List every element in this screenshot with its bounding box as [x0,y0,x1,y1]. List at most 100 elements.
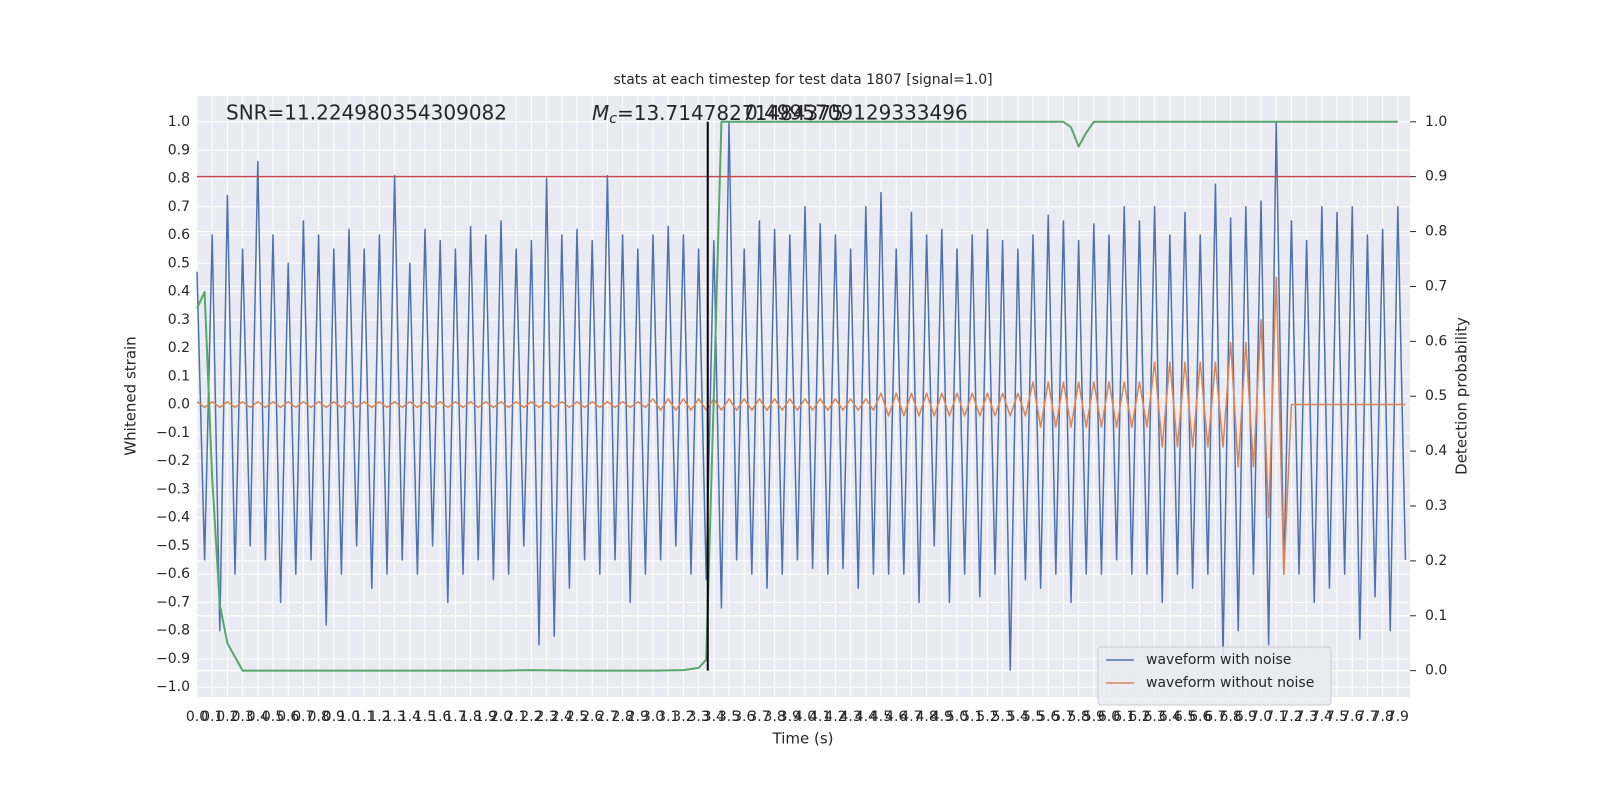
x-tick-label: 0.1 [201,709,223,725]
x-tick-label: 1.4 [399,709,421,725]
annotation-subscript: c [609,111,617,127]
x-tick-label: 5.0 [946,709,968,725]
x-tick-label: 6.5 [1174,709,1196,725]
y2-axis-label: Detection probability [1453,317,1471,475]
legend: waveform with noise waveform without nois… [1097,646,1332,706]
x-tick-label: 3.2 [672,709,694,725]
x-tick-label: 3.1 [657,709,679,725]
x-tick-label: 6.2 [1128,709,1150,725]
x-tick-label: 2.5 [566,709,588,725]
x-tick-label: 1.9 [475,709,497,725]
legend-box [1097,646,1332,706]
y-tick-label: 0.1 [168,368,190,384]
x-tick-label: 4.6 [885,709,907,725]
x-tick-label: 1.6 [429,709,451,725]
y-tick-label: −0.5 [156,538,190,554]
x-tick-label: 1.7 [444,709,466,725]
x-tick-label: 2.2 [520,709,542,725]
x-tick-label: 6.1 [1113,709,1135,725]
x-tick-label: 7.7 [1356,709,1378,725]
x-tick-label: 0.4 [247,709,269,725]
x-tick-label: 7.6 [1341,709,1363,725]
y2-tick-label: 0.9 [1425,169,1447,185]
x-tick-label: 6.7 [1204,709,1226,725]
y-tick-label: −0.1 [156,425,190,441]
y-tick-label: 0.3 [168,312,190,328]
x-tick-label: 5.9 [1083,709,1105,725]
chart-title: stats at each timestep for test data 180… [613,72,992,88]
x-tick-label: 3.9 [779,709,801,725]
y-tick-label: 0.7 [168,199,190,215]
y2-tick-label: 0.3 [1425,498,1447,514]
x-tick-label: 2.8 [611,709,633,725]
y2-tick-label: 0.5 [1425,388,1447,404]
x-tick-label: 0.3 [231,709,253,725]
x-tick-label: 0.7 [292,709,314,725]
x-tick-label: 4.4 [855,709,877,725]
x-tick-label: 2.0 [490,709,512,725]
x-tick-label: 6.0 [1098,709,1120,725]
y-tick-label: −0.4 [156,510,190,526]
x-tick-label: 5.1 [961,709,983,725]
y-tick-label: −0.7 [156,594,190,610]
y-tick-label: 0.9 [168,142,190,158]
y-tick-label: 0.6 [168,227,190,243]
x-tick-label: 2.6 [581,709,603,725]
y-tick-label: −0.8 [156,623,190,639]
x-tick-label: 2.4 [551,709,573,725]
x-tick-label: 1.2 [368,709,390,725]
y-tick-label: −0.9 [156,651,190,667]
x-tick-label: 4.9 [931,709,953,725]
x-tick-label: 3.0 [642,709,664,725]
x-tick-label: 4.1 [809,709,831,725]
y-tick-label: 0.4 [168,284,190,300]
x-tick-label: 5.2 [976,709,998,725]
y2-tick-label: 0.8 [1425,224,1447,240]
x-tick-label: 7.4 [1311,709,1333,725]
annotation: Mc=13.71478271484375 [592,101,844,128]
x-tick-label: 4.5 [870,709,892,725]
y-tick-label: 0.2 [168,340,190,356]
y-tick-label: −0.3 [156,481,190,497]
x-tick-label: 0.8 [307,709,329,725]
y-tick-label: −0.2 [156,453,190,469]
x-tick-label: 4.0 [794,709,816,725]
x-tick-label: 5.7 [1052,709,1074,725]
x-tick-label: 5.6 [1037,709,1059,725]
x-tick-label: 7.3 [1296,709,1318,725]
x-tick-label: 3.6 [733,709,755,725]
x-tick-label: 7.8 [1372,709,1394,725]
y-tick-label: 1.0 [168,114,190,130]
x-tick-label: 0.0 [186,709,208,725]
x-tick-label: 2.7 [596,709,618,725]
x-tick-label: 6.3 [1143,709,1165,725]
annotation: 0.4995709129333496 [745,101,968,125]
y-tick-label: 0.0 [168,397,190,413]
x-tick-label: 0.6 [277,709,299,725]
x-tick-label: 2.9 [627,709,649,725]
x-tick-label: 1.1 [353,709,375,725]
x-tick-label: 3.8 [763,709,785,725]
x-tick-label: 6.4 [1159,709,1181,725]
annotation-symbol: M [592,101,609,125]
annotation: SNR=11.224980354309082 [226,101,507,125]
x-tick-label: 3.7 [748,709,770,725]
x-tick-label: 4.8 [915,709,937,725]
x-tick-label: 0.9 [323,709,345,725]
x-tick-label: 2.3 [535,709,557,725]
x-tick-label: 2.1 [505,709,527,725]
x-tick-label: 3.3 [687,709,709,725]
y2-tick-label: 0.1 [1425,608,1447,624]
y-axis-label: Whitened strain [122,336,140,455]
y-tick-label: 0.8 [168,171,190,187]
y-tick-label: −1.0 [156,679,190,695]
y2-tick-label: 0.7 [1425,278,1447,294]
x-tick-label: 4.2 [824,709,846,725]
x-tick-label: 7.5 [1326,709,1348,725]
x-tick-label: 7.9 [1387,709,1409,725]
legend-label: waveform with noise [1146,652,1291,668]
x-tick-label: 6.8 [1220,709,1242,725]
x-tick-label: 5.5 [1022,709,1044,725]
x-tick-label: 1.3 [383,709,405,725]
